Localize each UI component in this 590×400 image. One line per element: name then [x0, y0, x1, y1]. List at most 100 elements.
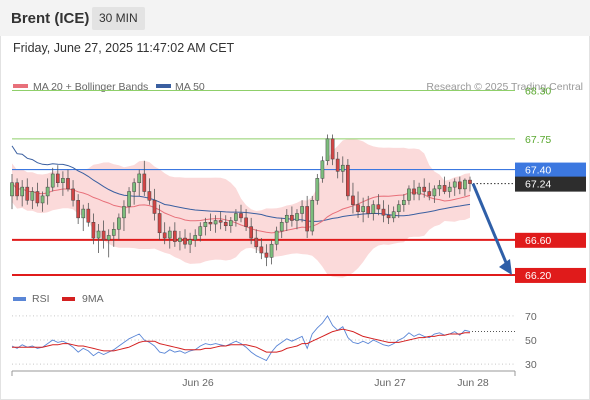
candle [274, 226, 279, 251]
candle-body [371, 204, 376, 214]
candle-body [50, 173, 55, 188]
candle [35, 182, 40, 207]
candle [45, 178, 50, 205]
candle-body [463, 179, 467, 190]
candle-body [66, 178, 70, 190]
candle-body [208, 222, 213, 225]
candle-body [40, 195, 45, 204]
candle [198, 222, 203, 242]
candle [96, 224, 101, 253]
rsi-legend-swatch [13, 297, 26, 301]
candle-body [76, 200, 80, 219]
candle [208, 213, 213, 232]
candle-body [183, 237, 187, 245]
time-axis: Jun 26 Jun 27 Jun 28 [11, 370, 516, 389]
rsi-tick-label: 70 [525, 311, 537, 323]
candle-body [442, 185, 447, 192]
support-label-1: 66.60 [525, 235, 551, 247]
candle-body [239, 213, 243, 219]
candle [117, 213, 121, 240]
candle-body [178, 237, 182, 242]
candle-body [376, 204, 381, 210]
candle [15, 178, 19, 201]
candle-body [15, 182, 19, 197]
candle [427, 182, 432, 201]
candle-body [325, 138, 330, 162]
time-axis-label: Jun 26 [182, 377, 214, 389]
candle [40, 191, 45, 212]
candle [249, 217, 254, 245]
candle-body [279, 222, 284, 232]
candle [290, 206, 294, 227]
candle [178, 231, 182, 251]
candle [30, 187, 35, 210]
candle [254, 229, 259, 253]
candle-body [101, 230, 106, 241]
candle-body [335, 158, 340, 172]
candle [320, 156, 325, 183]
candle-body [117, 217, 121, 230]
candle-body [173, 230, 177, 242]
candle [66, 169, 70, 192]
candle-body [152, 200, 157, 214]
rsi-legend-label: RSI [32, 293, 50, 305]
candle-body [122, 206, 126, 219]
candle-body [259, 246, 264, 254]
candle-body [366, 206, 371, 214]
resistance-label-2: 67.75 [525, 134, 551, 146]
rsi-ma-line [12, 328, 470, 353]
candle-body [417, 186, 421, 195]
candle-body [381, 208, 386, 216]
instrument-title: Brent (ICE) [11, 10, 90, 27]
candle-body [402, 200, 406, 205]
candle [218, 211, 223, 230]
candle-body [213, 220, 218, 225]
candle [330, 134, 335, 166]
candle [346, 159, 350, 201]
candle [279, 217, 284, 239]
candle-body [249, 226, 254, 239]
ma20-legend-swatch [13, 84, 28, 88]
candle [259, 238, 264, 260]
candle-body [412, 188, 416, 195]
candle [20, 180, 25, 207]
candle-body [290, 214, 294, 221]
candle [147, 178, 152, 205]
candle-body [142, 173, 147, 192]
candle-body [223, 222, 228, 227]
candle [71, 180, 75, 207]
candle-body [361, 206, 365, 212]
candle [376, 194, 381, 216]
candle [61, 171, 65, 196]
candle-body [346, 164, 350, 197]
candle-body [340, 164, 345, 172]
last-price-label: 67.24 [525, 179, 551, 191]
candle-body [295, 213, 299, 221]
candle [351, 182, 355, 214]
candle-body [35, 191, 40, 204]
candle-body [20, 186, 25, 197]
candle [310, 195, 315, 236]
candle [381, 200, 386, 223]
candle-body [81, 208, 86, 219]
candle [173, 222, 177, 247]
candle [183, 229, 187, 249]
chart-header: Brent (ICE) 30 MIN [0, 0, 590, 36]
candle-body [91, 222, 96, 239]
candle-body [330, 138, 335, 160]
candle-body [274, 230, 279, 245]
candle-body [452, 181, 457, 188]
candle-body [244, 217, 248, 227]
candle [228, 216, 233, 233]
candle-body [106, 235, 111, 241]
ma50-legend-swatch [156, 84, 171, 88]
candle [10, 173, 14, 210]
candle [442, 176, 447, 195]
candle [76, 194, 80, 225]
candle [422, 178, 427, 198]
candle [295, 209, 299, 230]
interval-button[interactable]: 30 MIN [92, 7, 145, 30]
candle [213, 215, 218, 233]
candle-body [188, 239, 192, 245]
